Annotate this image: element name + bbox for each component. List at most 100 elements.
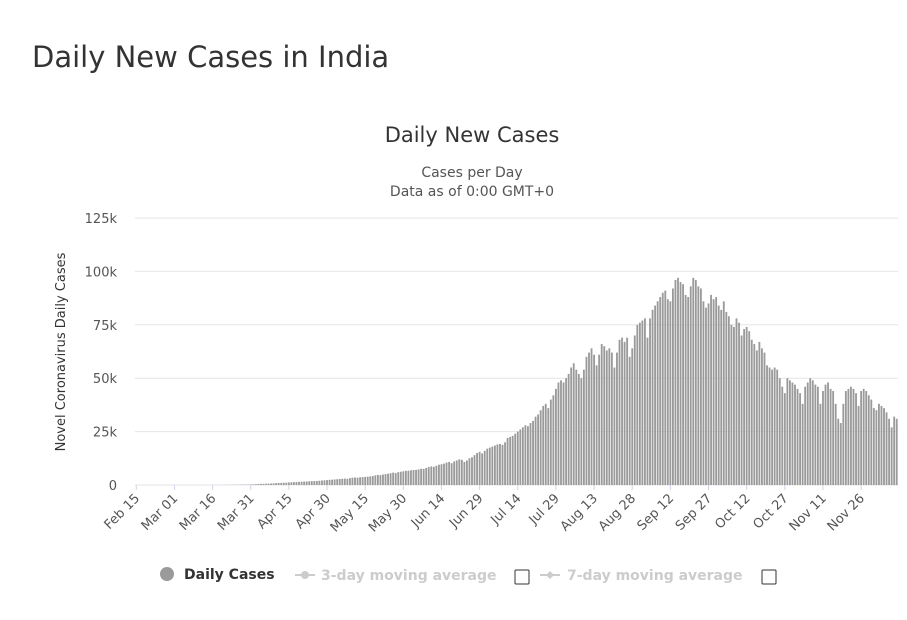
bar[interactable]: [290, 482, 293, 485]
bar[interactable]: [791, 382, 794, 485]
bar[interactable]: [453, 461, 456, 486]
bar[interactable]: [315, 480, 318, 485]
bar[interactable]: [275, 483, 278, 485]
bar[interactable]: [379, 475, 382, 485]
bar[interactable]: [702, 301, 705, 485]
bar[interactable]: [399, 471, 402, 485]
bar[interactable]: [605, 350, 608, 485]
bar[interactable]: [644, 318, 646, 485]
bar[interactable]: [646, 337, 649, 485]
bar[interactable]: [689, 286, 692, 485]
bar[interactable]: [504, 442, 506, 485]
bar[interactable]: [529, 423, 532, 485]
bar[interactable]: [473, 455, 476, 485]
bar[interactable]: [832, 391, 835, 485]
bar[interactable]: [468, 458, 471, 485]
bar[interactable]: [649, 318, 651, 485]
bar[interactable]: [392, 472, 395, 485]
bar[interactable]: [855, 393, 857, 485]
bar[interactable]: [361, 477, 364, 485]
bar[interactable]: [318, 480, 321, 485]
bar[interactable]: [687, 297, 690, 485]
bar[interactable]: [346, 478, 349, 485]
bar[interactable]: [621, 337, 623, 485]
bar[interactable]: [768, 367, 771, 485]
legend-item-daily-cases[interactable]: Daily Cases: [160, 567, 275, 583]
bar[interactable]: [590, 348, 593, 485]
bar[interactable]: [735, 318, 738, 485]
bar[interactable]: [738, 322, 740, 485]
bar[interactable]: [516, 431, 519, 485]
bar[interactable]: [478, 451, 481, 485]
bar[interactable]: [631, 348, 634, 485]
bar[interactable]: [878, 403, 880, 485]
bar[interactable]: [349, 478, 351, 485]
bar[interactable]: [651, 309, 654, 485]
bar[interactable]: [514, 433, 517, 485]
bar[interactable]: [555, 388, 557, 485]
bar[interactable]: [384, 474, 387, 485]
bar[interactable]: [850, 386, 852, 485]
bar[interactable]: [560, 380, 562, 485]
bar[interactable]: [753, 344, 756, 485]
legend-item-7day-average[interactable]: 7-day moving average: [540, 568, 743, 584]
bar[interactable]: [534, 416, 537, 485]
bar[interactable]: [664, 290, 667, 485]
bar[interactable]: [679, 282, 682, 485]
bar[interactable]: [710, 294, 712, 485]
bar[interactable]: [493, 445, 496, 485]
bar[interactable]: [733, 326, 735, 485]
bar[interactable]: [588, 352, 590, 485]
bar[interactable]: [295, 482, 298, 485]
bar[interactable]: [272, 483, 275, 485]
bar[interactable]: [727, 316, 730, 485]
bar[interactable]: [745, 326, 748, 485]
bar[interactable]: [743, 329, 746, 485]
bar[interactable]: [781, 386, 784, 485]
bar[interactable]: [809, 378, 812, 485]
bar[interactable]: [567, 373, 570, 485]
bar[interactable]: [796, 388, 799, 485]
bar[interactable]: [267, 483, 270, 485]
bar[interactable]: [394, 473, 397, 485]
bar[interactable]: [867, 395, 870, 485]
bar[interactable]: [565, 378, 568, 485]
bar[interactable]: [544, 403, 547, 485]
bar[interactable]: [323, 480, 326, 485]
bar[interactable]: [326, 480, 328, 485]
bar[interactable]: [778, 378, 781, 485]
bar[interactable]: [465, 460, 468, 485]
bar[interactable]: [623, 341, 626, 485]
bar[interactable]: [847, 388, 850, 485]
bar[interactable]: [450, 463, 453, 485]
bar[interactable]: [804, 386, 807, 485]
bar[interactable]: [771, 369, 774, 485]
bar[interactable]: [285, 482, 288, 485]
bar[interactable]: [626, 337, 629, 485]
bar[interactable]: [562, 382, 565, 485]
bar[interactable]: [722, 301, 725, 485]
bar[interactable]: [842, 403, 845, 485]
bar[interactable]: [387, 473, 389, 485]
bar[interactable]: [249, 484, 252, 485]
legend-item-3day-average[interactable]: 3-day moving average: [295, 568, 497, 584]
bar[interactable]: [844, 391, 847, 485]
bar[interactable]: [254, 484, 257, 485]
bar[interactable]: [293, 482, 295, 485]
bar[interactable]: [476, 452, 478, 485]
bar[interactable]: [636, 324, 639, 485]
bar[interactable]: [542, 405, 545, 485]
bar[interactable]: [672, 288, 674, 485]
bar[interactable]: [580, 378, 583, 485]
bar[interactable]: [857, 405, 860, 485]
bar[interactable]: [669, 301, 672, 485]
bar[interactable]: [364, 476, 367, 485]
bar[interactable]: [496, 444, 499, 485]
bar[interactable]: [303, 481, 306, 485]
bar[interactable]: [628, 356, 631, 485]
bar[interactable]: [827, 382, 829, 485]
bar[interactable]: [730, 324, 733, 485]
bar[interactable]: [417, 469, 420, 485]
bar[interactable]: [895, 418, 898, 485]
bar[interactable]: [341, 478, 344, 485]
